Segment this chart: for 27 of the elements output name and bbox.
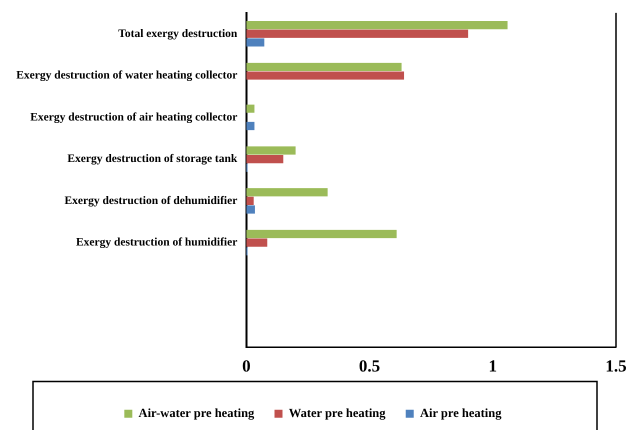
bar — [246, 155, 284, 164]
legend-label: Air pre heating — [420, 406, 502, 420]
bar — [246, 21, 508, 30]
bar — [246, 38, 264, 47]
bar — [246, 205, 255, 214]
x-tick-label: 0.5 — [358, 356, 380, 376]
y-tick-label: Exergy destruction of storage tank — [67, 153, 238, 166]
y-tick-label: Total exergy destruction — [118, 28, 238, 40]
y-tick-label: Exergy destruction of air heating collector — [30, 111, 238, 124]
bar — [246, 238, 268, 247]
y-tick-label: Exergy destruction of dehumidifier — [64, 194, 238, 207]
bar — [246, 188, 328, 196]
x-tick-label: 1 — [488, 356, 498, 376]
x-tick-label: 1.5 — [605, 356, 627, 376]
bar — [246, 104, 254, 113]
bar — [246, 122, 254, 130]
legend-label: Air-water pre heating — [138, 406, 256, 420]
bar — [246, 71, 404, 80]
legend-label: Water pre heating — [288, 406, 386, 420]
x-tick-label: 0 — [242, 356, 251, 376]
bar — [246, 196, 254, 205]
bar — [246, 146, 296, 155]
bar — [246, 230, 397, 238]
bar — [246, 62, 402, 72]
y-tick-label: Exergy destruction of humidifier — [76, 236, 238, 249]
y-tick-label: Exergy destruction of water heating collector — [16, 70, 238, 82]
bar — [246, 30, 468, 38]
